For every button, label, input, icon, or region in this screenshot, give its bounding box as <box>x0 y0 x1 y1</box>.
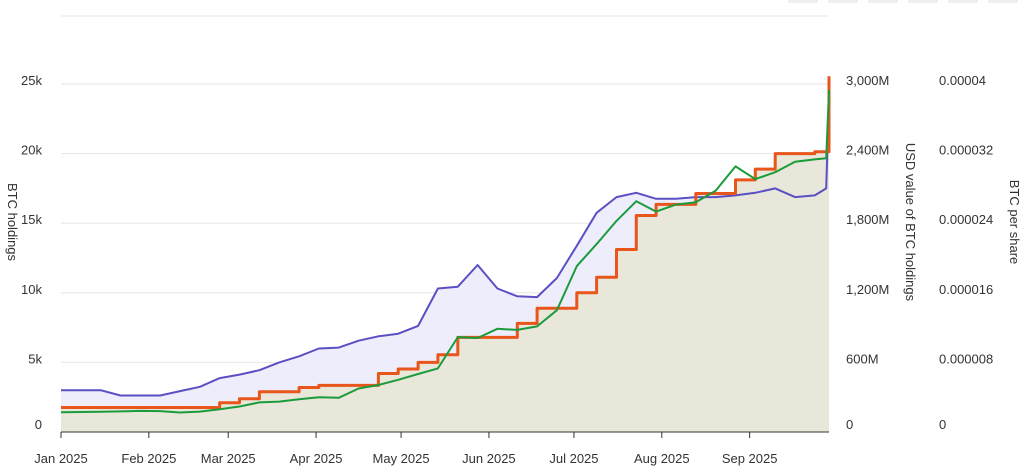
x-tick-label: Jul 2025 <box>549 451 598 466</box>
y-middle-tick-label: 600M <box>846 351 879 366</box>
y-axis-middle-title: USD value of BTC holdings <box>903 143 918 302</box>
y-left-tick-label: 25k <box>21 73 42 88</box>
x-tick-label: Mar 2025 <box>201 451 256 466</box>
area-fills <box>61 76 829 433</box>
series-lines <box>60 76 831 414</box>
btc-holdings-area <box>61 76 829 433</box>
y-middle-tick-label: 3,000M <box>846 73 889 88</box>
y-right-tick-label: 0.000008 <box>939 351 993 366</box>
y-axis-left-title: BTC holdings <box>5 183 20 262</box>
x-tick-label: Sep 2025 <box>722 451 778 466</box>
x-tick-label: Jun 2025 <box>462 451 516 466</box>
y-middle-tick-label: 2,400M <box>846 143 889 158</box>
toolbar-button[interactable] <box>828 0 858 3</box>
usd-value-line <box>60 89 830 414</box>
y-axis-right: 0 0.000008 0.000016 0.000024 0.000032 0.00004 <box>939 73 993 432</box>
y-left-tick-label: 20k <box>21 143 42 158</box>
y-left-tick-label: 10k <box>21 282 42 297</box>
toolbar-button[interactable] <box>788 0 818 3</box>
toolbar-button[interactable] <box>948 0 978 3</box>
y-right-tick-label: 0.00004 <box>939 73 986 88</box>
y-right-tick-label: 0.000032 <box>939 143 993 158</box>
x-tick-label: May 2025 <box>373 451 430 466</box>
y-middle-tick-label: 1,800M <box>846 212 889 227</box>
btc-per-share-line <box>61 97 830 397</box>
y-left-tick-label: 15k <box>21 212 42 227</box>
y-right-tick-label: 0.000016 <box>939 282 993 297</box>
y-right-tick-label: 0.000024 <box>939 212 993 227</box>
y-axis-left: 0 5k 10k 15k 20k 25k <box>21 73 42 432</box>
y-left-tick-label: 0 <box>35 417 42 432</box>
x-tick-label: Apr 2025 <box>290 451 343 466</box>
x-tick-label: Feb 2025 <box>121 451 176 466</box>
x-axis: Jan 2025 Feb 2025 Mar 2025 Apr 2025 May 2025… <box>34 431 829 466</box>
x-tick-label: Aug 2025 <box>634 451 690 466</box>
y-middle-tick-label: 0 <box>846 417 853 432</box>
toolbar-button[interactable] <box>868 0 898 3</box>
y-right-tick-label: 0 <box>939 417 946 432</box>
x-tick-label: Jan 2025 <box>34 451 88 466</box>
y-axis-middle: 0 600M 1,200M 1,800M 2,400M 3,000M <box>846 73 889 432</box>
y-axis-right-title: BTC per share <box>1007 180 1022 265</box>
y-middle-tick-label: 1,200M <box>846 282 889 297</box>
btc-holdings-line <box>61 76 831 409</box>
y-left-tick-label: 5k <box>28 351 42 366</box>
toolbar-button[interactable] <box>908 0 938 3</box>
toolbar-button[interactable] <box>988 0 1018 3</box>
